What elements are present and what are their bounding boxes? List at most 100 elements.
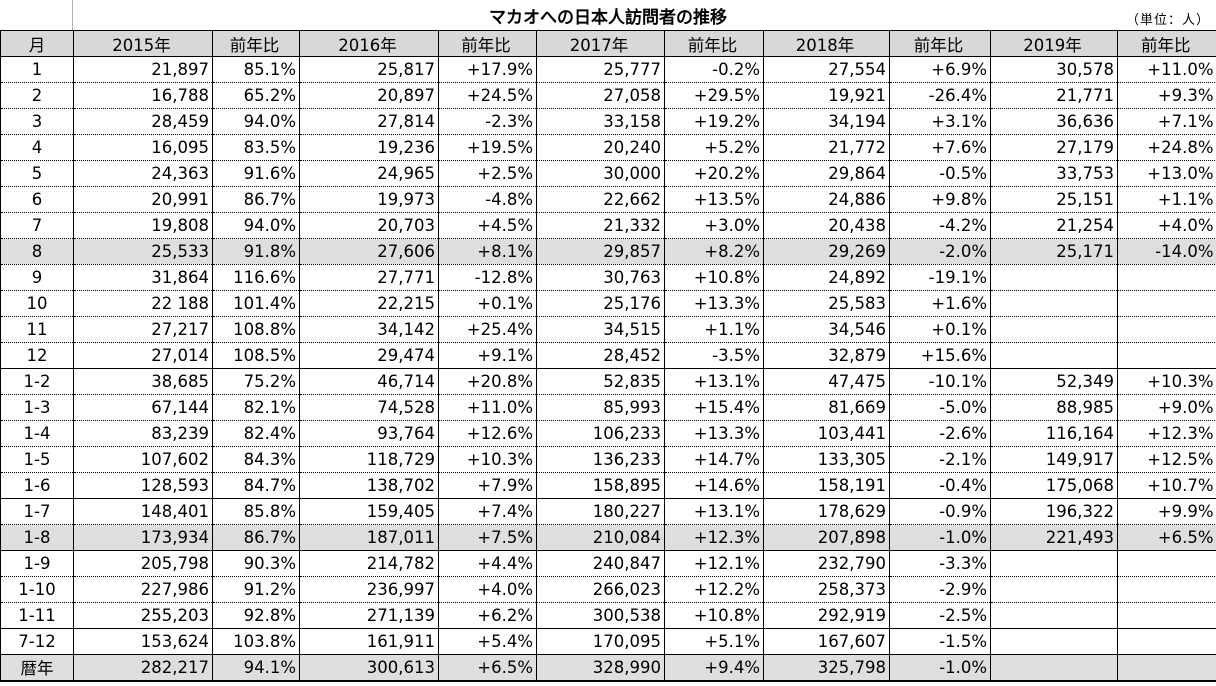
row-label-cell: 6 — [0, 186, 74, 213]
value-cell: -14.0% — [1117, 238, 1216, 265]
value-cell — [990, 264, 1118, 291]
value-cell: 24,363 — [73, 160, 213, 187]
value-cell: 108.8% — [212, 316, 300, 343]
row-label-cell: 暦年 — [0, 654, 74, 682]
value-cell: 255,203 — [73, 602, 213, 629]
value-cell: 46,714 — [299, 368, 439, 395]
value-cell: +11.0% — [1117, 56, 1216, 83]
value-cell: 16,788 — [73, 82, 213, 109]
row-label-cell: 7 — [0, 212, 74, 239]
value-cell: 24,965 — [299, 160, 439, 187]
value-cell: 170,095 — [536, 628, 665, 655]
value-cell: 28,459 — [73, 108, 213, 135]
value-cell: 85.8% — [212, 498, 300, 525]
row-label-cell: 5 — [0, 160, 74, 187]
value-cell: +6.9% — [889, 56, 991, 83]
value-cell: 84.7% — [212, 472, 300, 499]
value-cell: +20.2% — [664, 160, 764, 187]
value-cell: +4.4% — [438, 550, 537, 577]
value-cell: +9.1% — [438, 342, 537, 369]
value-cell: 34,194 — [763, 108, 890, 135]
value-cell: +12.3% — [664, 524, 764, 551]
value-cell: 91.2% — [212, 576, 300, 603]
table-title: マカオへの日本人訪問者の推移 — [489, 8, 727, 28]
value-cell: 20,897 — [299, 82, 439, 109]
value-cell — [990, 342, 1118, 369]
value-cell: 108.5% — [212, 342, 300, 369]
value-cell: 210,084 — [536, 524, 665, 551]
value-cell: 196,322 — [990, 498, 1118, 525]
value-cell: +25.4% — [438, 316, 537, 343]
row-label-cell: 1-9 — [0, 550, 74, 577]
table-row: 1-7 148,401 85.8% 159,405 +7.4% 180,227 +13.1%… — [0, 498, 1216, 525]
value-cell: +8.2% — [664, 238, 764, 265]
row-label-cell: 11 — [0, 316, 74, 343]
value-cell: +9.9% — [1117, 498, 1216, 525]
value-cell: 187,011 — [299, 524, 439, 551]
value-cell — [1117, 316, 1216, 343]
value-cell: +11.0% — [438, 394, 537, 421]
value-cell: 27,606 — [299, 238, 439, 265]
table-row: 8 25,533 91.8% 27,606 +8.1% 29,857 +8.2% 29,269… — [0, 238, 1216, 265]
table-body: 1 21,897 85.1% 25,817 +17.9% 25,777 -0.2% 27,55… — [0, 56, 1216, 682]
value-cell: 148,401 — [73, 498, 213, 525]
value-cell — [990, 576, 1118, 603]
value-cell: 94.0% — [212, 108, 300, 135]
value-cell: 82.1% — [212, 394, 300, 421]
value-cell: 325,798 — [763, 654, 890, 682]
value-cell: +19.2% — [664, 108, 764, 135]
value-cell: 88,985 — [990, 394, 1118, 421]
value-cell: 16,095 — [73, 134, 213, 161]
value-cell: +10.3% — [438, 446, 537, 473]
value-cell: +4.0% — [1117, 212, 1216, 239]
value-cell: 221,493 — [990, 524, 1118, 551]
row-label-cell: 3 — [0, 108, 74, 135]
value-cell: +1.1% — [664, 316, 764, 343]
value-cell: +1.6% — [889, 290, 991, 317]
value-cell: 158,895 — [536, 472, 665, 499]
value-cell: 94.1% — [212, 654, 300, 682]
value-cell: +10.7% — [1117, 472, 1216, 499]
value-cell: 19,236 — [299, 134, 439, 161]
row-label-cell: 1-11 — [0, 602, 74, 629]
value-cell — [990, 654, 1118, 682]
value-cell — [1117, 654, 1216, 682]
value-cell: 91.6% — [212, 160, 300, 187]
value-cell: 32,879 — [763, 342, 890, 369]
value-cell: +4.5% — [438, 212, 537, 239]
table-row: 12 27,014 108.5% 29,474 +9.1% 28,452 -3.5% 32,8… — [0, 342, 1216, 369]
value-cell: 92.8% — [212, 602, 300, 629]
value-cell: +12.5% — [1117, 446, 1216, 473]
value-cell: 84.3% — [212, 446, 300, 473]
value-cell: 240,847 — [536, 550, 665, 577]
row-label-cell: 1-10 — [0, 576, 74, 603]
value-cell: 81,669 — [763, 394, 890, 421]
table-row: 1-5 107,602 84.3% 118,729 +10.3% 136,233 +14.7… — [0, 446, 1216, 473]
value-cell: 90.3% — [212, 550, 300, 577]
header-yoy-2016: 前年比 — [438, 30, 537, 57]
value-cell: +10.8% — [664, 264, 764, 291]
value-cell: 328,990 — [536, 654, 665, 682]
value-cell: +13.3% — [664, 290, 764, 317]
value-cell: 36,636 — [990, 108, 1118, 135]
value-cell: 136,233 — [536, 446, 665, 473]
header-2016: 2016年 — [299, 30, 439, 57]
table-row: 2 16,788 65.2% 20,897 +24.5% 27,058 +29.5% 19,9… — [0, 82, 1216, 109]
value-cell: 33,753 — [990, 160, 1118, 187]
value-cell: 27,217 — [73, 316, 213, 343]
value-cell: +20.8% — [438, 368, 537, 395]
table-row: 9 31,864 116.6% 27,771 -12.8% 30,763 +10.8% 24,… — [0, 264, 1216, 291]
value-cell: -19.1% — [889, 264, 991, 291]
value-cell: 31,864 — [73, 264, 213, 291]
value-cell — [990, 316, 1118, 343]
value-cell: -2.1% — [889, 446, 991, 473]
value-cell: 271,139 — [299, 602, 439, 629]
value-cell: +7.5% — [438, 524, 537, 551]
value-cell: 153,624 — [73, 628, 213, 655]
table-row: 1-3 67,144 82.1% 74,528 +11.0% 85,993 +15.4% 81… — [0, 394, 1216, 421]
value-cell: +1.1% — [1117, 186, 1216, 213]
value-cell: 25,151 — [990, 186, 1118, 213]
value-cell — [990, 290, 1118, 317]
header-2019: 2019年 — [990, 30, 1118, 57]
value-cell: 85.1% — [212, 56, 300, 83]
